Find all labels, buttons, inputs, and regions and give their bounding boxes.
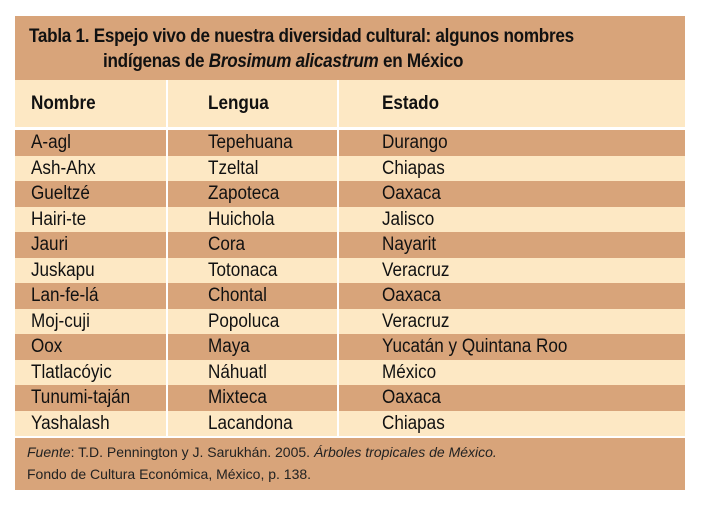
table-title-line2: indígenas de Brosimum alicastrum en Méxi… [103,51,464,73]
cell-estado: Veracruz [382,259,450,281]
table-row: Ash-Ahx Tzeltal Chiapas [15,155,685,181]
column-header-estado: Estado [382,93,440,114]
cell-nombre: Moj-cuji [31,310,90,332]
table-row: Tunumi-taján Mixteca Oaxaca [15,385,685,411]
column-header-lengua: Lengua [208,93,269,114]
table-footer: Fuente: T.D. Pennington y J. Sarukhán. 2… [15,438,685,490]
cell-estado: Jalisco [382,208,435,230]
table-title-line2-prefix: indígenas de [103,51,209,72]
footer-source-text: : T.D. Pennington y J. Sarukhán. 2005. [70,444,314,460]
cell-lengua: Tzeltal [208,157,259,179]
cell-estado: Nayarit [382,234,437,255]
cell-nombre: Oox [31,336,63,357]
cell-estado: Oaxaca [382,183,441,204]
cell-estado: Oaxaca [382,285,441,306]
footer-source-label: Fuente [27,444,71,460]
cell-nombre: Gueltzé [31,183,90,204]
cell-estado: México [382,361,437,383]
table-row: Juskapu Totonaca Veracruz [15,257,685,283]
column-header-nombre: Nombre [31,93,96,114]
column-divider-2 [337,80,339,440]
cell-lengua: Lacandona [208,412,293,434]
table-row: Gueltzé Zapoteca Oaxaca [15,181,685,207]
cell-lengua: Popoluca [208,310,280,332]
table-title-line1: Tabla 1. Espejo vivo de nuestra diversid… [29,26,574,47]
cell-lengua: Zapoteca [208,183,280,204]
footer-publisher-line: Fondo de Cultura Económica, México, p. 1… [27,466,312,482]
table-row: Jauri Cora Nayarit [15,232,685,258]
table-row: Tlatlacóyic Náhuatl México [15,359,685,385]
cell-lengua: Tepehuana [208,132,293,153]
cell-lengua: Totonaca [208,259,278,281]
cell-nombre: A-agl [31,132,71,153]
table-title-line2-suffix: en México [378,51,464,72]
cell-lengua: Huichola [208,208,275,230]
cell-lengua: Maya [208,336,250,357]
table-row: A-agl Tepehuana Durango [15,130,685,156]
cell-lengua: Náhuatl [208,361,267,383]
cell-estado: Veracruz [382,310,450,332]
cell-estado: Durango [382,132,448,153]
cell-nombre: Lan-fe-lá [31,285,99,306]
cell-estado: Oaxaca [382,387,441,408]
column-divider-1 [166,80,168,440]
cell-nombre: Ash-Ahx [31,157,96,179]
table-figure: Tabla 1. Espejo vivo de nuestra diversid… [15,16,685,490]
cell-lengua: Mixteca [208,387,267,408]
cell-estado: Chiapas [382,157,445,179]
table-row: Yashalash Lacandona Chiapas [15,410,685,436]
table-header-row: Nombre Lengua Estado [15,80,685,127]
cell-nombre: Yashalash [31,412,110,434]
cell-nombre: Hairi-te [31,208,87,230]
table-row: Lan-fe-lá Chontal Oaxaca [15,283,685,309]
cell-estado: Chiapas [382,412,445,434]
cell-estado: Yucatán y Quintana Roo [382,336,568,357]
cell-nombre: Tunumi-taján [31,387,131,408]
table-row: Hairi-te Huichola Jalisco [15,206,685,232]
cell-nombre: Juskapu [31,259,95,281]
table-row: Moj-cuji Popoluca Veracruz [15,308,685,334]
cell-lengua: Chontal [208,285,267,306]
table-title-species: Brosimum alicastrum [208,51,379,72]
cell-nombre: Tlatlacóyic [31,361,112,383]
cell-lengua: Cora [208,234,246,255]
table-body: A-agl Tepehuana Durango Ash-Ahx Tzeltal Chiap… [15,130,685,436]
footer-source-line: Fuente: T.D. Pennington y J. Sarukhán. 2… [27,444,497,460]
footer-book-title: Árboles tropicales de México. [313,444,497,460]
table-title-bar: Tabla 1. Espejo vivo de nuestra diversid… [15,16,685,80]
header-separator [15,127,685,130]
cell-nombre: Jauri [31,234,69,255]
table-row: Oox Maya Yucatán y Quintana Roo [15,334,685,360]
